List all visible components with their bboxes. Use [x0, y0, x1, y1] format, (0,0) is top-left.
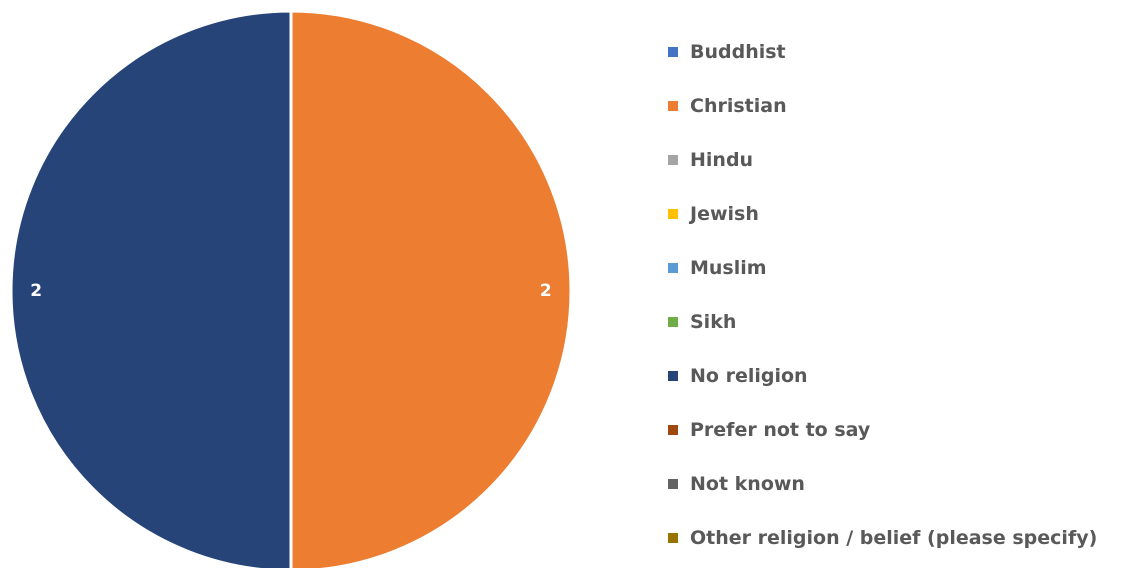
- legend-label: Prefer not to say: [690, 419, 871, 441]
- legend-swatch: [668, 101, 678, 111]
- legend-item-hindu: Hindu: [668, 149, 753, 171]
- legend-item-sikh: Sikh: [668, 311, 736, 333]
- pie-slice-no-religion: [9, 9, 293, 568]
- legend-item-not-known: Not known: [668, 473, 805, 495]
- data-label-christian: 2: [540, 281, 552, 301]
- legend-item-prefer-not-to-say: Prefer not to say: [668, 419, 871, 441]
- legend-item-christian: Christian: [668, 95, 787, 117]
- legend-label: No religion: [690, 365, 808, 387]
- pie-data-labels: 22: [30, 281, 551, 301]
- legend-label: Sikh: [690, 311, 736, 333]
- pie-slice-christian: [289, 9, 573, 568]
- legend-swatch: [668, 209, 678, 219]
- legend-swatch: [668, 263, 678, 273]
- legend-item-muslim: Muslim: [668, 257, 767, 279]
- legend-swatch: [668, 479, 678, 489]
- pie-slices: [9, 9, 573, 568]
- legend: Buddhist Christian Hindu Jewish Muslim Sikh No…: [668, 41, 1097, 549]
- legend-swatch: [668, 533, 678, 543]
- legend-label: Other religion / belief (please specify): [690, 527, 1097, 549]
- legend-swatch: [668, 371, 678, 381]
- legend-label: Not known: [690, 473, 805, 495]
- legend-swatch: [668, 317, 678, 327]
- legend-item-no-religion: No religion: [668, 365, 808, 387]
- data-label-no-religion: 2: [30, 281, 42, 301]
- legend-label: Muslim: [690, 257, 767, 279]
- legend-label: Christian: [690, 95, 787, 117]
- legend-label: Jewish: [688, 203, 759, 225]
- legend-item-buddhist: Buddhist: [668, 41, 786, 63]
- legend-item-other-religion-belief-please-specify: Other religion / belief (please specify): [668, 527, 1097, 549]
- legend-swatch: [668, 425, 678, 435]
- legend-swatch: [668, 47, 678, 57]
- legend-label: Buddhist: [690, 41, 786, 63]
- legend-item-jewish: Jewish: [668, 203, 759, 225]
- legend-label: Hindu: [690, 149, 753, 171]
- legend-swatch: [668, 155, 678, 165]
